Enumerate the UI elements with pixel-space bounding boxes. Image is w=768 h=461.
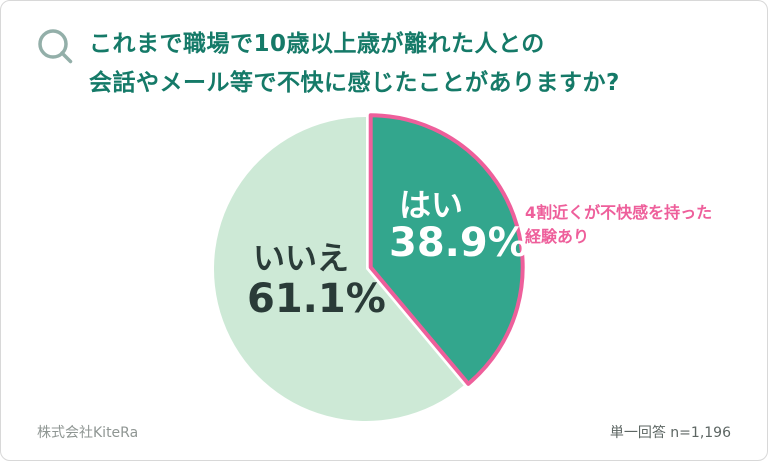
pie-label-yes: はい bbox=[399, 186, 464, 224]
pie-label-no: いいえ bbox=[253, 239, 350, 277]
q-icon bbox=[38, 29, 73, 64]
company-name: 株式会社KiteRa bbox=[37, 425, 139, 441]
pie-slice-はい bbox=[368, 113, 525, 386]
pie-chart bbox=[214, 113, 525, 421]
annotation-line1: 4割近くが不快感を持った bbox=[525, 203, 713, 222]
page-title-line1: これまで職場で10歳以上歳が離れた人との bbox=[89, 31, 545, 57]
pie-slice-いいえ bbox=[214, 117, 464, 421]
pie-value-no: 61.1% bbox=[247, 276, 386, 322]
annotation-line2: 経験あり bbox=[525, 227, 590, 246]
annotation-callout: 4割近くが不快感を持った 経験あり bbox=[525, 201, 712, 249]
page-title-line2: 会話やメール等で不快に感じたことがありますか? bbox=[89, 70, 620, 96]
survey-note: 単一回答 n=1,196 bbox=[609, 425, 731, 441]
pie-value-yes: 38.9% bbox=[389, 220, 528, 266]
page-title: これまで職場で10歳以上歳が離れた人との 会話やメール等で不快に感じたことがあり… bbox=[89, 25, 620, 103]
